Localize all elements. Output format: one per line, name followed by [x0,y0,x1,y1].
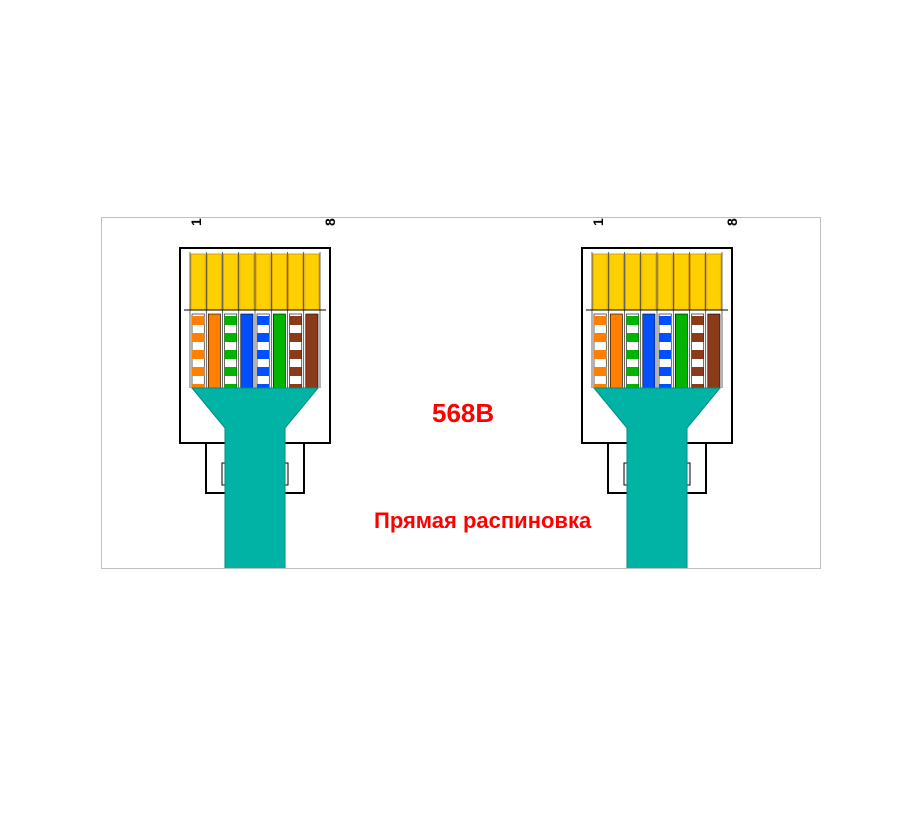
rj45-svg-right [562,218,772,569]
standard-label: 568B [432,398,494,429]
connector-left: 1 8 [160,218,370,568]
pin-label-8: 8 [322,218,338,226]
diagram-canvas: 1 8 1 8 568B Прямая распиновка [0,0,923,836]
pin-label-8: 8 [724,218,740,226]
diagram-panel: 1 8 1 8 568B Прямая распиновка [101,217,821,569]
pin-label-1: 1 [188,218,204,226]
connector-right: 1 8 [562,218,772,568]
subtitle-label: Прямая распиновка [374,508,591,534]
pin-label-1: 1 [590,218,606,226]
rj45-svg-left [160,218,370,569]
